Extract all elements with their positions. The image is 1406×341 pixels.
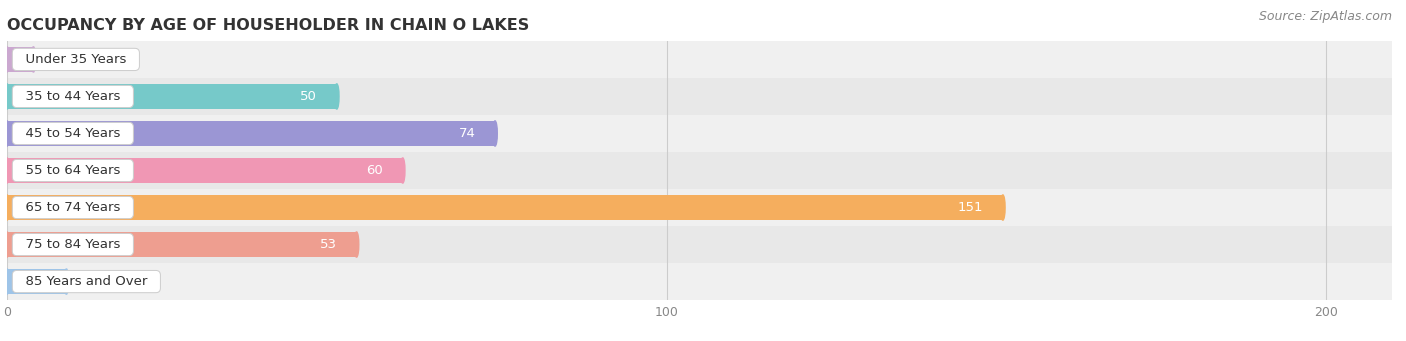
Text: OCCUPANCY BY AGE OF HOUSEHOLDER IN CHAIN O LAKES: OCCUPANCY BY AGE OF HOUSEHOLDER IN CHAIN…	[7, 18, 529, 33]
Text: 35 to 44 Years: 35 to 44 Years	[17, 90, 129, 103]
Bar	[7, 47, 34, 72]
Circle shape	[335, 84, 339, 109]
Circle shape	[4, 121, 10, 146]
Circle shape	[4, 195, 10, 220]
Text: 45 to 54 Years: 45 to 54 Years	[17, 127, 129, 140]
Bar	[7, 41, 1392, 78]
Circle shape	[354, 232, 359, 257]
Text: 4: 4	[53, 53, 62, 66]
Bar	[7, 189, 1392, 226]
Bar	[7, 195, 1002, 220]
Circle shape	[4, 84, 10, 109]
Bar	[7, 269, 66, 294]
Bar	[7, 158, 402, 183]
Bar	[7, 78, 1392, 115]
Text: 9: 9	[86, 275, 94, 288]
Circle shape	[31, 47, 35, 72]
Bar	[7, 115, 1392, 152]
Circle shape	[4, 47, 10, 72]
Text: 50: 50	[299, 90, 316, 103]
Text: 65 to 74 Years: 65 to 74 Years	[17, 201, 129, 214]
Text: 74: 74	[458, 127, 475, 140]
Bar	[7, 121, 495, 146]
Bar	[7, 263, 1392, 300]
Circle shape	[4, 158, 10, 183]
Text: 53: 53	[319, 238, 337, 251]
Bar	[7, 152, 1392, 189]
Circle shape	[4, 269, 10, 294]
Bar	[7, 232, 357, 257]
Text: Source: ZipAtlas.com: Source: ZipAtlas.com	[1258, 10, 1392, 23]
Text: 85 Years and Over: 85 Years and Over	[17, 275, 156, 288]
Circle shape	[401, 158, 405, 183]
Circle shape	[4, 232, 10, 257]
Text: 55 to 64 Years: 55 to 64 Years	[17, 164, 129, 177]
Bar	[7, 226, 1392, 263]
Text: 60: 60	[366, 164, 382, 177]
Text: 75 to 84 Years: 75 to 84 Years	[17, 238, 129, 251]
Text: Under 35 Years: Under 35 Years	[17, 53, 135, 66]
Circle shape	[1001, 195, 1005, 220]
Circle shape	[65, 269, 69, 294]
Text: 151: 151	[957, 201, 983, 214]
Circle shape	[494, 121, 498, 146]
Bar	[7, 84, 337, 109]
